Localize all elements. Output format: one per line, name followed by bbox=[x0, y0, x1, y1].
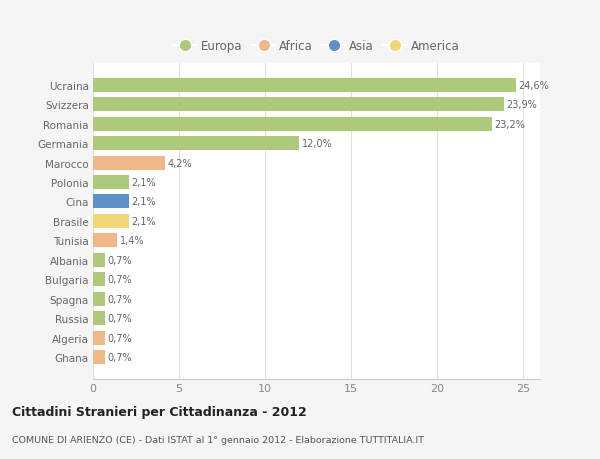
Bar bbox=[93, 78, 516, 93]
Bar bbox=[93, 195, 129, 209]
Bar bbox=[93, 176, 129, 190]
Text: Cittadini Stranieri per Cittadinanza - 2012: Cittadini Stranieri per Cittadinanza - 2… bbox=[12, 405, 307, 419]
Bar bbox=[93, 312, 105, 325]
Bar bbox=[93, 292, 105, 306]
Text: 0,7%: 0,7% bbox=[107, 353, 132, 363]
Text: 2,1%: 2,1% bbox=[131, 178, 157, 188]
Text: 23,2%: 23,2% bbox=[494, 119, 526, 129]
Text: 0,7%: 0,7% bbox=[107, 275, 132, 285]
Bar bbox=[93, 98, 504, 112]
Text: 2,1%: 2,1% bbox=[131, 217, 157, 226]
Bar bbox=[93, 331, 105, 345]
Text: 4,2%: 4,2% bbox=[168, 158, 193, 168]
Text: 23,9%: 23,9% bbox=[506, 100, 537, 110]
Text: 0,7%: 0,7% bbox=[107, 255, 132, 265]
Bar bbox=[93, 253, 105, 267]
Bar bbox=[93, 118, 492, 131]
Bar bbox=[93, 273, 105, 287]
Text: 2,1%: 2,1% bbox=[131, 197, 157, 207]
Legend: Europa, Africa, Asia, America: Europa, Africa, Asia, America bbox=[169, 35, 464, 58]
Bar bbox=[93, 137, 299, 151]
Text: 12,0%: 12,0% bbox=[302, 139, 332, 149]
Bar bbox=[93, 350, 105, 364]
Text: 0,7%: 0,7% bbox=[107, 333, 132, 343]
Bar bbox=[93, 214, 129, 229]
Text: 0,7%: 0,7% bbox=[107, 294, 132, 304]
Bar bbox=[93, 234, 117, 248]
Text: 0,7%: 0,7% bbox=[107, 313, 132, 324]
Text: 24,6%: 24,6% bbox=[518, 80, 549, 90]
Text: COMUNE DI ARIENZO (CE) - Dati ISTAT al 1° gennaio 2012 - Elaborazione TUTTITALIA: COMUNE DI ARIENZO (CE) - Dati ISTAT al 1… bbox=[12, 435, 424, 443]
Bar bbox=[93, 156, 165, 170]
Text: 1,4%: 1,4% bbox=[119, 236, 144, 246]
